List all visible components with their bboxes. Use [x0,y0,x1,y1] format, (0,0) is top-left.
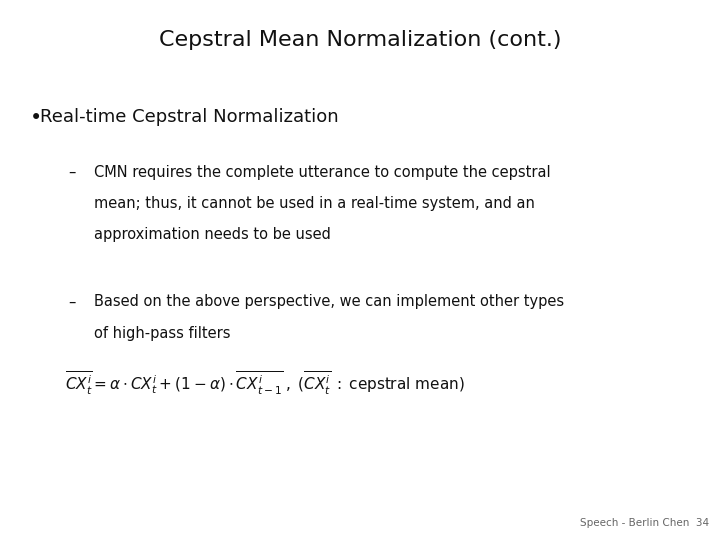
Text: Based on the above perspective, we can implement other types: Based on the above perspective, we can i… [94,294,564,309]
Text: •: • [30,108,42,128]
Text: approximation needs to be used: approximation needs to be used [94,227,330,242]
Text: –: – [68,294,76,309]
Text: of high-pass filters: of high-pass filters [94,326,230,341]
Text: $\overline{CX^i_t} = \alpha \cdot CX^i_t + (1-\alpha)\cdot\overline{CX^i_{t-1}}\: $\overline{CX^i_t} = \alpha \cdot CX^i_t… [65,370,464,397]
Text: –: – [68,165,76,180]
Text: CMN requires the complete utterance to compute the cepstral: CMN requires the complete utterance to c… [94,165,550,180]
Text: Speech - Berlin Chen  34: Speech - Berlin Chen 34 [580,518,709,528]
Text: Real-time Cepstral Normalization: Real-time Cepstral Normalization [40,108,338,126]
Text: mean; thus, it cannot be used in a real-time system, and an: mean; thus, it cannot be used in a real-… [94,196,534,211]
Text: Cepstral Mean Normalization (cont.): Cepstral Mean Normalization (cont.) [158,30,562,50]
